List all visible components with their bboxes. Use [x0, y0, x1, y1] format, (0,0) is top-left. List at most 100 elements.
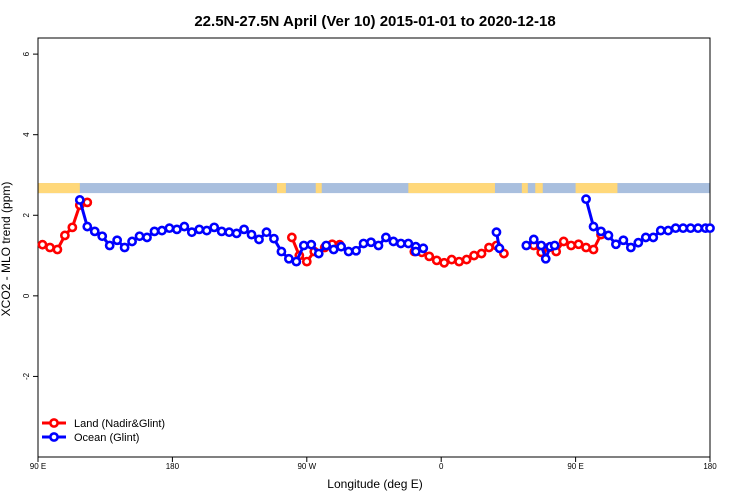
data-point: [685, 223, 696, 234]
legend-marker: [49, 418, 59, 428]
data-point: [633, 237, 644, 248]
data-point: [596, 226, 606, 237]
data-point: [558, 236, 569, 247]
data-point: [186, 227, 197, 238]
data-point: [37, 239, 48, 250]
data-point: [52, 244, 63, 255]
data-point: [678, 223, 689, 234]
data-point: [164, 223, 175, 234]
data-point: [306, 239, 317, 250]
data-point: [358, 238, 369, 249]
data-point: [540, 253, 551, 264]
x-tick-label: 90 W: [297, 462, 316, 471]
data-point: [625, 242, 636, 253]
data-point: [157, 225, 167, 236]
data-point: [74, 195, 85, 205]
data-point: [291, 256, 302, 267]
data-point: [618, 235, 629, 246]
data-point: [588, 244, 599, 255]
data-point: [655, 225, 666, 236]
data-point: [588, 221, 599, 232]
y-tick-label: 6: [22, 51, 31, 56]
data-point: [366, 237, 376, 248]
data-point: [201, 225, 212, 236]
data-point: [693, 223, 703, 234]
axis-ticks: 90 E 180 90 W 0 90 E 180 -2 0 2 4 6: [22, 51, 717, 471]
legend: Land (Nadir&Glint) Ocean (Glint): [42, 418, 165, 444]
data-point: [446, 254, 457, 265]
data-point: [313, 248, 324, 259]
data-point: [59, 230, 70, 241]
data-point: [142, 232, 152, 243]
data-point: [573, 239, 584, 250]
data-point: [171, 224, 182, 235]
x-tick-label: 90 E: [30, 462, 46, 471]
data-point: [224, 227, 235, 238]
y-tick-label: 2: [22, 212, 31, 217]
x-tick-label: 180: [166, 462, 180, 471]
data-point: [418, 243, 429, 254]
x-tick-label: 90 E: [567, 462, 583, 471]
data-point: [89, 226, 100, 237]
data-point: [301, 256, 312, 267]
data-point: [549, 240, 560, 251]
data-point: [149, 226, 160, 237]
data-point: [461, 254, 472, 265]
chart-title: 22.5N-27.5N April (Ver 10) 2015-01-01 to…: [194, 13, 555, 30]
x-tick-label: 180: [703, 462, 717, 471]
data-point: [536, 240, 547, 251]
x-tick-label: 0: [439, 462, 444, 471]
data-point: [395, 238, 406, 249]
data-point: [476, 248, 487, 259]
data-point: [194, 224, 205, 235]
data-point: [134, 231, 145, 242]
land-ocean-strip: [38, 183, 710, 194]
data-point: [484, 242, 494, 253]
ocean-strip-band: [38, 183, 710, 194]
data-point: [381, 232, 391, 243]
data-point: [336, 241, 347, 252]
data-point: [663, 225, 674, 236]
y-tick-label: 4: [22, 132, 31, 137]
data-point: [231, 228, 242, 239]
data-point: [611, 239, 621, 250]
data-point: [127, 236, 137, 247]
data-point: [431, 255, 442, 266]
series-ocean: [74, 194, 715, 267]
y-tick-label: 0: [22, 293, 31, 298]
data-point: [254, 234, 264, 245]
legend-item: Land (Nadir&Glint): [42, 418, 165, 430]
data-point: [454, 256, 465, 267]
x-axis-label: Longitude (deg E): [327, 477, 422, 491]
data-point: [261, 227, 272, 238]
data-point: [566, 240, 577, 251]
data-point: [640, 232, 651, 243]
data-point: [276, 246, 287, 257]
land-strip-segment: [38, 183, 80, 194]
legend-label: Land (Nadir&Glint): [74, 418, 165, 430]
data-point: [246, 229, 257, 240]
data-point: [298, 240, 309, 251]
legend-marker: [49, 432, 59, 442]
data-point: [403, 238, 414, 249]
data-point: [82, 221, 93, 232]
land-strip-segment: [315, 183, 322, 194]
data-point: [239, 224, 249, 235]
data-point: [494, 243, 505, 254]
data-point: [705, 223, 715, 234]
data-point: [491, 227, 502, 238]
data-point: [283, 253, 294, 264]
data-point: [328, 244, 339, 255]
data-point: [670, 223, 681, 234]
data-point: [179, 221, 190, 232]
data-point: [648, 232, 659, 243]
data-point: [521, 240, 532, 251]
land-strip-segment: [575, 183, 618, 194]
legend-label: Ocean (Glint): [74, 432, 139, 444]
data-point: [469, 250, 479, 261]
data-point: [351, 245, 361, 256]
data-point: [269, 233, 279, 244]
data-point: [67, 222, 78, 233]
plot-frame: [37, 37, 711, 458]
